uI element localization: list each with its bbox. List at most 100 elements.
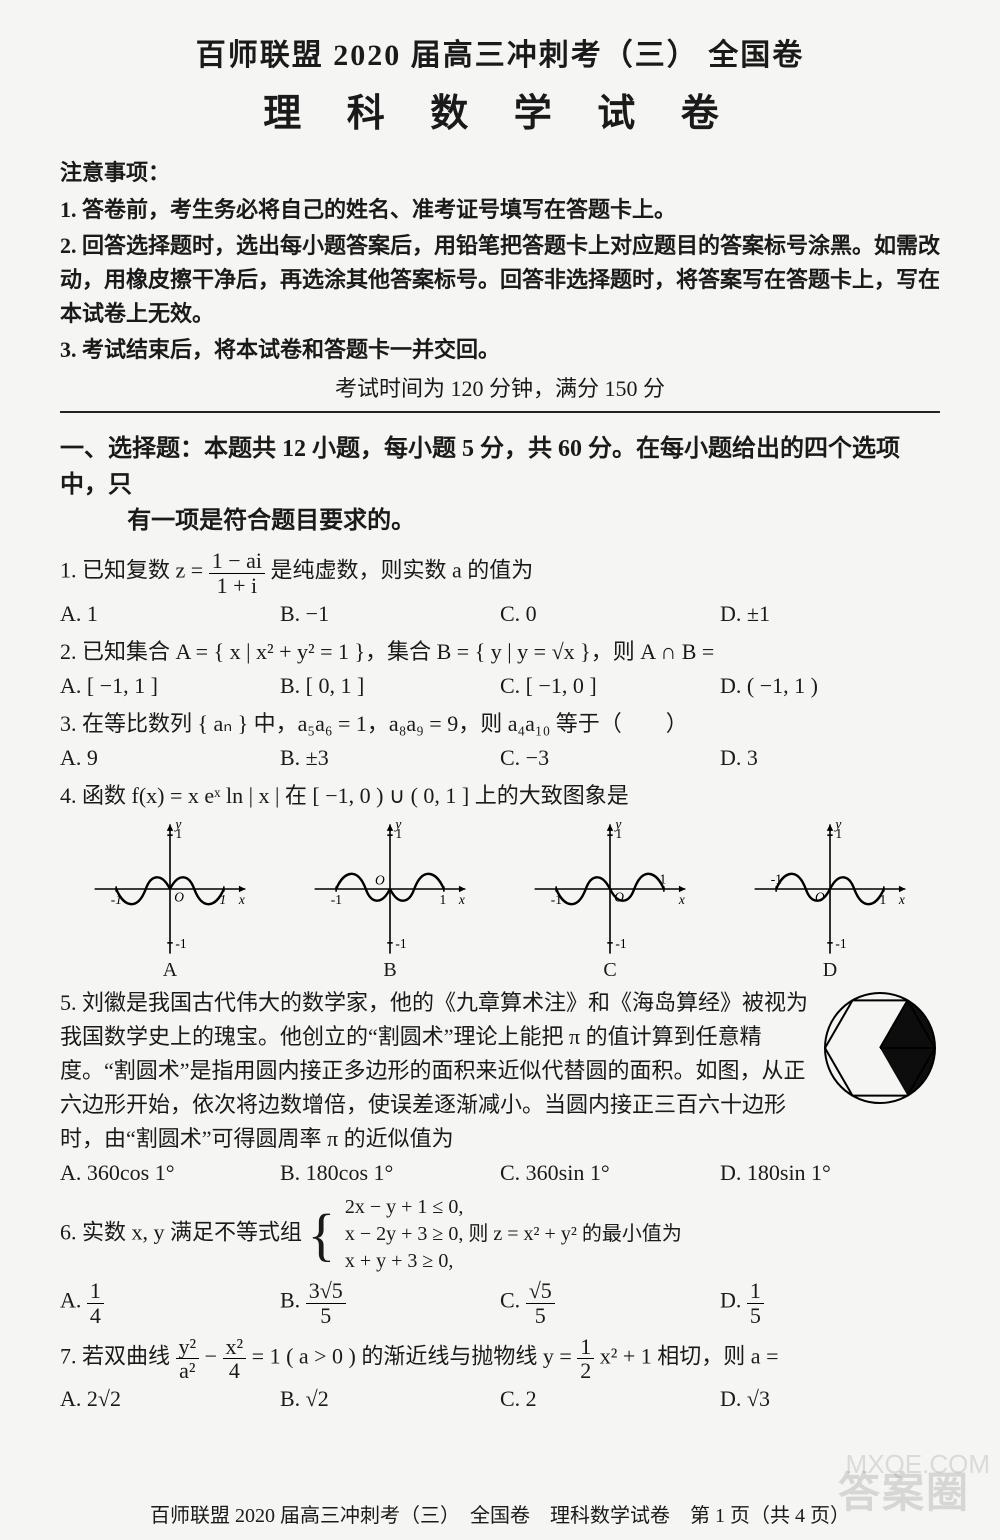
q7-frac-2: x²4	[223, 1335, 247, 1382]
q4-label-d: D	[740, 959, 920, 982]
q5-opt-b: B. 180cos 1°	[280, 1160, 500, 1186]
svg-text:x: x	[238, 892, 245, 907]
q6-opt-a: A. 14	[60, 1279, 280, 1326]
q4-label-b: B	[300, 959, 480, 982]
q4-svg-c: -1 1 O 1 -1 x y	[520, 819, 700, 959]
q1-stem-b: 是纯虚数，则实数 a 的值为	[270, 558, 533, 583]
svg-text:-1: -1	[835, 936, 846, 951]
svg-text:-1: -1	[615, 936, 626, 951]
q6-c-den: 5	[526, 1304, 555, 1327]
svg-text:-1: -1	[331, 892, 342, 907]
q2-opt-d: D. ( −1, 1 )	[720, 673, 940, 699]
q5-opt-c: C. 360sin 1°	[500, 1160, 720, 1186]
q4-svg-b: -1 1 O 1 -1 x y	[300, 819, 480, 959]
exam-timing: 考试时间为 120 分钟，满分 150 分	[60, 371, 940, 403]
q3-opt-a: A. 9	[60, 745, 280, 771]
q1-opt-a: A. 1	[60, 601, 280, 627]
q4-graph-b: -1 1 O 1 -1 x y B	[300, 819, 480, 982]
q2-opt-c: C. [ −1, 0 ]	[500, 673, 720, 699]
svg-text:-1: -1	[551, 892, 562, 907]
svg-text:O: O	[375, 873, 385, 888]
q3-opt-d: D. 3	[720, 745, 940, 771]
q6-b-num: 3√5	[306, 1279, 346, 1303]
q7-f3d: 2	[577, 1359, 594, 1382]
q6-system: 2x − y + 1 ≤ 0, x − 2y + 3 ≥ 0, 则 z = x²…	[345, 1194, 682, 1275]
q6-d-num: 1	[747, 1279, 764, 1303]
q7-stem-a: 7. 若双曲线	[60, 1343, 176, 1368]
q7-f3n: 1	[577, 1335, 594, 1359]
question-3: 3. 在等比数列 { aₙ } 中，a₅a₆ = 1，a₈a₉ = 9，则 a₄…	[60, 707, 940, 741]
q6-options: A. 14 B. 3√55 C. √55 D. 15	[60, 1279, 940, 1326]
q7-frac-1: y²a²	[176, 1335, 200, 1382]
q7-f2d: 4	[223, 1359, 247, 1382]
q4-graph-a: -1 1 O 1 -1 x y A	[80, 819, 260, 982]
svg-text:y: y	[393, 819, 401, 832]
question-6: 6. 实数 x, y 满足不等式组 { 2x − y + 1 ≤ 0, x − …	[60, 1194, 940, 1275]
q4-label-c: C	[520, 959, 700, 982]
q5-opt-a: A. 360cos 1°	[60, 1160, 280, 1186]
q7-f2n: x²	[223, 1335, 247, 1359]
q6-a-num: 1	[87, 1279, 104, 1303]
section-1-text-b: 有一项是符合题目要求的。	[60, 503, 940, 539]
exam-title-line2: 理 科 数 学 试 卷	[60, 82, 940, 137]
q7-stem-c: x² + 1 相切，则 a =	[600, 1343, 779, 1368]
q7-f1d: a²	[176, 1359, 200, 1382]
q6-stem-a: 6. 实数 x, y 满足不等式组	[60, 1220, 308, 1245]
q7-opt-a: A. 2√2	[60, 1386, 280, 1412]
q4-label-a: A	[80, 959, 260, 982]
q5-hexagon-figure	[820, 988, 940, 1108]
svg-text:O: O	[174, 889, 184, 904]
q7-opt-b: B. √2	[280, 1386, 500, 1412]
q6-c-num: √5	[526, 1279, 555, 1303]
q5-opt-d: D. 180sin 1°	[720, 1160, 940, 1186]
svg-text:-1: -1	[175, 936, 186, 951]
q6-a-den: 4	[87, 1304, 104, 1327]
svg-text:y: y	[613, 819, 621, 832]
q3-options: A. 9 B. ±3 C. −3 D. 3	[60, 745, 940, 771]
svg-text:1: 1	[660, 872, 667, 887]
q5-stem: 5. 刘徽是我国古代伟大的数学家，他的《九章算术注》和《海岛算经》被视为我国数学…	[60, 990, 808, 1151]
question-5: 5. 刘徽是我国古代伟大的数学家，他的《九章算术注》和《海岛算经》被视为我国数学…	[60, 986, 940, 1156]
q1-stem-a: 1. 已知复数 z =	[60, 558, 209, 583]
q1-opt-b: B. −1	[280, 601, 500, 627]
question-2: 2. 已知集合 A = { x | x² + y² = 1 }，集合 B = {…	[60, 635, 940, 669]
q7-frac-3: 12	[577, 1335, 594, 1382]
q4-graph-d: -1 1 O 1 -1 x y D	[740, 819, 920, 982]
svg-text:1: 1	[220, 892, 227, 907]
q7-f1n: y²	[176, 1335, 200, 1359]
svg-text:O: O	[815, 889, 825, 904]
q6-opt-c: C. √55	[500, 1279, 720, 1326]
section-1-heading: 一、选择题：本题共 12 小题，每小题 5 分，共 60 分。在每小题给出的四个…	[60, 431, 940, 539]
q6-d-den: 5	[747, 1304, 764, 1327]
q1-opt-d: D. ±1	[720, 601, 940, 627]
q6-sys-2: x − 2y + 3 ≥ 0, 则 z = x² + y² 的最小值为	[345, 1223, 682, 1245]
svg-text:O: O	[614, 889, 624, 904]
section-1-text-a: 一、选择题：本题共 12 小题，每小题 5 分，共 60 分。在每小题给出的四个…	[60, 436, 900, 498]
svg-text:x: x	[898, 892, 905, 907]
svg-text:-1: -1	[111, 892, 122, 907]
q1-frac-num: 1 − ai	[209, 549, 265, 573]
q3-opt-c: C. −3	[500, 745, 720, 771]
svg-text:x: x	[458, 892, 465, 907]
svg-text:-1: -1	[395, 936, 406, 951]
q2-options: A. [ −1, 1 ] B. [ 0, 1 ] C. [ −1, 0 ] D.…	[60, 673, 940, 699]
notice-heading: 注意事项：	[60, 155, 940, 187]
q4-graph-c: -1 1 O 1 -1 x y C	[520, 819, 700, 982]
q4-svg-d: -1 1 O 1 -1 x y	[740, 819, 920, 959]
q1-frac-den: 1 + i	[209, 574, 265, 597]
notice-item-3: 3. 考试结束后，将本试卷和答题卡一并交回。	[60, 333, 940, 367]
question-4: 4. 函数 f(x) = x eˣ ln | x | 在 [ −1, 0 ) ∪…	[60, 779, 940, 813]
svg-text:1: 1	[440, 892, 447, 907]
q6-sys-1: 2x − y + 1 ≤ 0,	[345, 1196, 464, 1218]
divider	[60, 411, 940, 413]
svg-text:-1: -1	[771, 872, 782, 887]
svg-text:x: x	[678, 892, 685, 907]
q7-opt-d: D. √3	[720, 1386, 940, 1412]
q2-opt-b: B. [ 0, 1 ]	[280, 673, 500, 699]
q4-svg-a: -1 1 O 1 -1 x y	[80, 819, 260, 959]
svg-text:y: y	[173, 819, 181, 832]
q5-options: A. 360cos 1° B. 180cos 1° C. 360sin 1° D…	[60, 1160, 940, 1186]
q4-graphs: -1 1 O 1 -1 x y A -1 1 O 1 -1 x y	[60, 819, 940, 982]
exam-title-line1: 百师联盟 2020 届高三冲刺考（三） 全国卷	[60, 30, 940, 74]
svg-text:1: 1	[880, 892, 887, 907]
